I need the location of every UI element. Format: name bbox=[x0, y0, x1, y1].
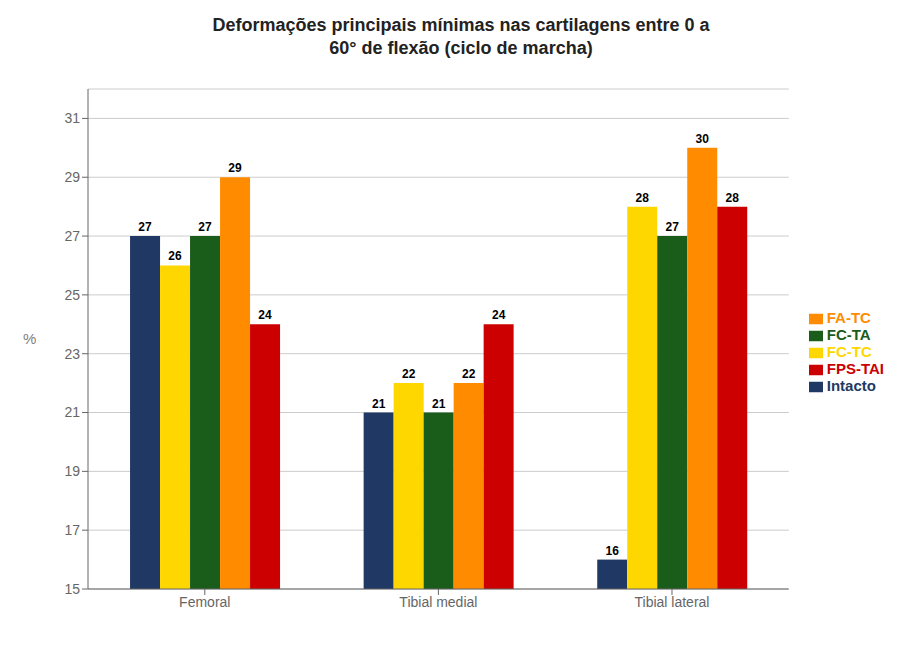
svg-text:22: 22 bbox=[402, 367, 416, 381]
svg-text:16: 16 bbox=[606, 544, 620, 558]
svg-text:25: 25 bbox=[64, 287, 80, 303]
svg-text:29: 29 bbox=[228, 161, 242, 175]
svg-text:22: 22 bbox=[462, 367, 476, 381]
svg-text:21: 21 bbox=[372, 397, 386, 411]
html-text:FA-TC: FA-TC bbox=[826, 308, 871, 326]
svg-text:29: 29 bbox=[64, 169, 80, 185]
svg-text:19: 19 bbox=[64, 463, 80, 479]
svg-text:31: 31 bbox=[64, 110, 80, 126]
svg-text:24: 24 bbox=[258, 308, 272, 322]
html-text:FPS-TAI: FPS-TAI bbox=[826, 360, 884, 377]
svg-text:15: 15 bbox=[64, 581, 80, 597]
svg-text:21: 21 bbox=[64, 404, 80, 420]
svg-text:27: 27 bbox=[666, 220, 680, 234]
svg-text:Tibial lateral: Tibial lateral bbox=[635, 594, 710, 610]
svg-text:%: % bbox=[23, 330, 36, 347]
svg-text:26: 26 bbox=[168, 249, 182, 263]
html-text:FC-TA: FC-TA bbox=[826, 326, 871, 343]
svg-text:27: 27 bbox=[198, 220, 212, 234]
svg-text:17: 17 bbox=[64, 522, 80, 538]
html-text:Intacto: Intacto bbox=[826, 377, 876, 394]
svg-text:28: 28 bbox=[636, 191, 650, 205]
svg-text:28: 28 bbox=[726, 191, 740, 205]
html-text:FC-TC: FC-TC bbox=[826, 343, 872, 360]
svg-text:Femoral: Femoral bbox=[179, 594, 230, 610]
svg-text:24: 24 bbox=[492, 308, 506, 322]
svg-text:27: 27 bbox=[138, 220, 152, 234]
svg-text:Tibial medial: Tibial medial bbox=[399, 594, 477, 610]
html-text:Deformações principais mínimas: Deformações principais mínimas nas carti… bbox=[212, 15, 710, 58]
svg-text:23: 23 bbox=[64, 346, 80, 362]
svg-text:21: 21 bbox=[432, 397, 446, 411]
svg-text:27: 27 bbox=[64, 228, 80, 244]
svg-text:30: 30 bbox=[696, 132, 710, 146]
